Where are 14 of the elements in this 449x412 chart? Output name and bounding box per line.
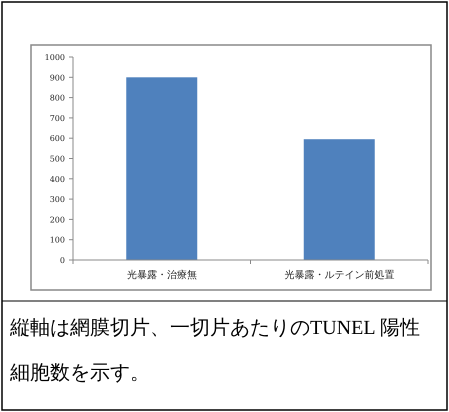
y-tick-label: 500: [50, 154, 65, 164]
text: 縦軸は網膜切片、一切片あたりのTUNEL 陽性細胞数を示す。: [10, 316, 421, 386]
x-tick-label: 光暴露・ルテイン前処置: [284, 269, 394, 281]
y-tick-label: 700: [50, 114, 65, 123]
y-tick-label: 900: [50, 73, 65, 82]
y-tick-label: 100: [50, 236, 65, 245]
y-tick-label: 800: [50, 94, 65, 103]
y-tick-label: 400: [50, 174, 65, 184]
x-tick-label: 光暴露・治療無: [126, 269, 197, 281]
y-tick-label: 1000: [44, 53, 65, 62]
y-tick-label: 0: [60, 256, 65, 265]
y-tick-label: 600: [50, 134, 65, 144]
y-tick-label: 200: [50, 215, 65, 224]
y-tick-label: 300: [50, 195, 65, 204]
